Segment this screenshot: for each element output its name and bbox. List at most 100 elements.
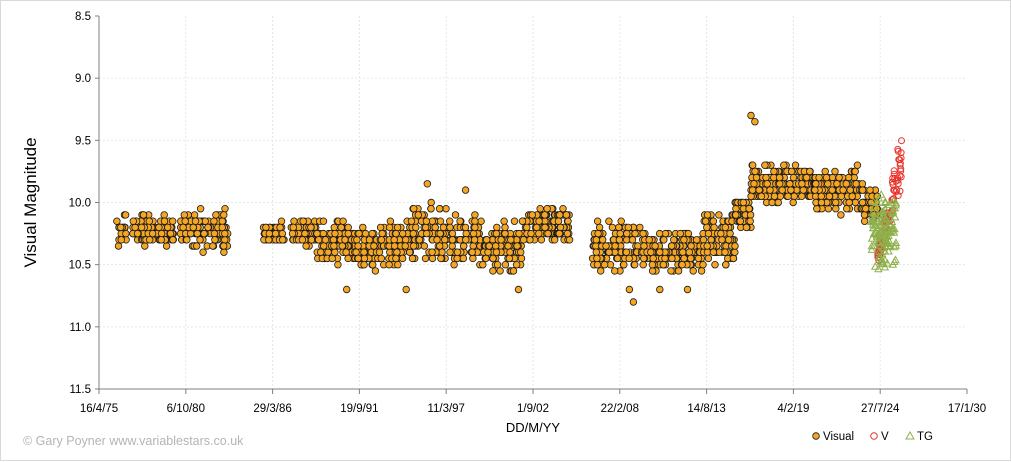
visual-point: [853, 161, 862, 169]
legend-marker-tg: [905, 430, 915, 440]
visual-point: [722, 261, 730, 269]
visual-point: [506, 248, 514, 256]
visual-point: [181, 217, 189, 225]
visual-point: [790, 192, 798, 200]
visual-point: [752, 173, 761, 182]
visual-point: [613, 254, 622, 263]
v-point: [892, 188, 900, 196]
visual-point: [770, 167, 778, 176]
x-tick-label: 27/7/24: [861, 403, 900, 415]
visual-point: [860, 211, 869, 219]
visual-point: [448, 236, 457, 244]
x-tick-label: 22/2/08: [601, 403, 639, 415]
visual-point: [780, 161, 788, 169]
visual-point: [193, 229, 201, 238]
legend-label: Visual: [823, 431, 854, 443]
visual-point: [131, 223, 139, 232]
visual-point: [775, 173, 784, 182]
visual-point: [137, 223, 146, 232]
visual-point: [784, 192, 792, 200]
visual-point: [211, 236, 219, 244]
visual-point: [703, 211, 712, 219]
visual-point: [155, 223, 163, 232]
visual-point: [501, 261, 510, 269]
visual-point: [221, 204, 229, 213]
visual-point: [739, 198, 748, 207]
visual-point: [385, 261, 393, 269]
visual-point: [687, 254, 695, 263]
visual-point: [278, 229, 287, 238]
visual-point: [628, 236, 637, 244]
visual-point: [431, 223, 439, 232]
legend: Visual V TG: [812, 430, 933, 443]
visual-point: [420, 242, 428, 250]
visual-point: [453, 248, 462, 256]
visual-point: [330, 223, 338, 232]
visual-point: [768, 198, 776, 207]
visual-point: [441, 236, 449, 244]
x-tick-label: 14/8/13: [687, 403, 725, 415]
visual-point: [648, 261, 657, 269]
visual-point: [748, 186, 757, 194]
v-point: [894, 145, 902, 153]
visual-point: [321, 236, 330, 244]
visual-point: [842, 180, 850, 188]
visual-point: [204, 223, 212, 232]
visual-point: [680, 254, 688, 263]
visual-point: [277, 217, 286, 225]
visual-point: [160, 211, 168, 219]
visual-point: [220, 248, 228, 256]
visual-point: [409, 229, 417, 238]
visual-point: [593, 254, 601, 263]
visual-point: [117, 236, 125, 244]
v-point: [896, 172, 904, 179]
tg-point: [880, 205, 890, 214]
v-point: [896, 159, 904, 167]
visual-point: [837, 192, 846, 200]
visual-point: [745, 204, 753, 213]
visual-point: [597, 267, 605, 275]
y-tick-label: 11.0: [69, 322, 91, 334]
visual-point: [813, 204, 821, 213]
visual-point: [145, 236, 154, 244]
visual-point: [493, 261, 502, 269]
visual-point: [593, 261, 602, 269]
visual-point: [537, 236, 546, 244]
visual-point: [360, 248, 368, 256]
visual-point: [770, 192, 779, 200]
visual-point: [697, 267, 706, 275]
visual-point: [563, 229, 572, 238]
legend-item-v: V: [870, 431, 889, 443]
x-tick-label: 29/3/86: [253, 403, 291, 415]
visual-point: [512, 261, 521, 269]
tg-point: [877, 249, 887, 258]
visual-point: [625, 285, 634, 294]
visual-point: [684, 229, 693, 238]
visual-point: [337, 223, 345, 232]
visual-point: [731, 248, 739, 256]
visual-point: [352, 248, 360, 256]
visual-point: [648, 267, 657, 275]
visual-point: [676, 229, 684, 238]
visual-point: [221, 229, 229, 238]
visual-point: [199, 248, 207, 256]
visual-point: [501, 223, 509, 232]
v-point: [897, 165, 905, 173]
visual-point: [541, 211, 549, 219]
tg-point: [880, 218, 889, 227]
visual-point: [412, 223, 420, 232]
x-tick-label: 16/4/75: [80, 403, 118, 415]
visual-point: [402, 285, 410, 294]
visual-point: [554, 217, 563, 225]
tg-point: [887, 207, 896, 216]
tg-point: [868, 207, 878, 216]
visual-point: [687, 242, 695, 250]
visual-point: [422, 217, 431, 225]
visual-point: [338, 242, 346, 250]
visual-point: [667, 267, 675, 275]
visual-point: [611, 267, 619, 275]
visual-point: [469, 254, 477, 263]
visual-point: [749, 161, 757, 169]
visual-point: [514, 285, 523, 294]
visual-point: [670, 236, 678, 244]
